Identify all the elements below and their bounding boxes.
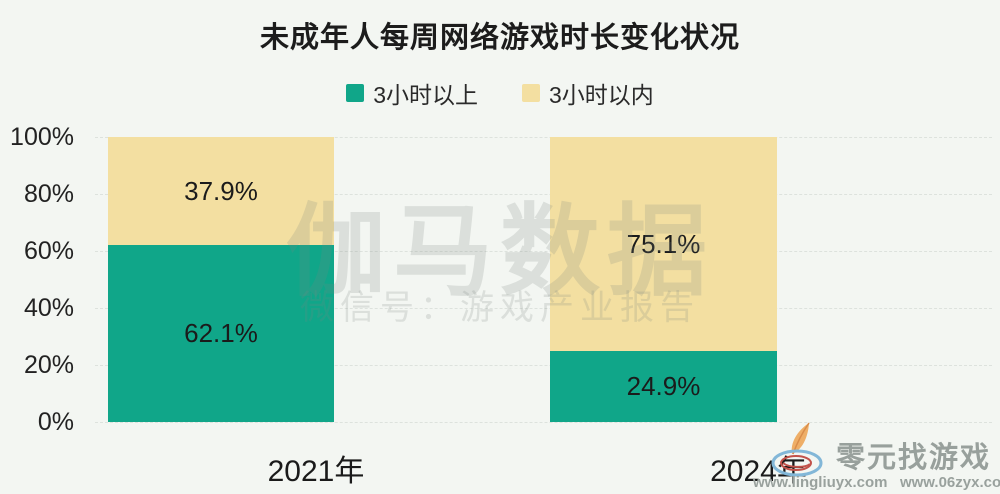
legend-swatch-beige: [522, 84, 540, 102]
gridline-60: [95, 251, 992, 252]
x-label-2021: 2021年: [267, 455, 365, 488]
gridline-100: [95, 137, 992, 138]
legend-item-under-3h: 3小时以内: [522, 76, 654, 110]
x-label-2024: 2024年: [710, 455, 807, 488]
legend-label-over-3h: 3小时以上: [373, 82, 478, 108]
y-tick-80: 80%: [23, 180, 74, 208]
stacked-bar-2021: 37.9% 62.1%: [108, 137, 334, 422]
legend-item-over-3h: 3小时以上: [346, 76, 478, 110]
bar-2021-under-3h-value: 37.9%: [184, 175, 258, 206]
bar-2021-segment-over-3h: 62.1%: [108, 245, 334, 422]
legend-swatch-green: [346, 84, 365, 102]
y-tick-20: 20%: [23, 351, 74, 379]
plot-area: 100% 80% 60% 40% 20% 0% 37.9% 62.1% 75.1…: [0, 123, 1000, 436]
bar-2024-under-3h-value: 75.1%: [626, 228, 701, 259]
bar-2024-over-3h-value: 24.9%: [626, 371, 701, 401]
bar-2021-over-3h-value: 62.1%: [184, 317, 258, 348]
legend-label-under-3h: 3小时以内: [549, 82, 654, 108]
chart-title: 未成年人每周网络游戏时长变化状况: [259, 22, 740, 54]
y-tick-60: 60%: [23, 237, 74, 265]
bar-2024-segment-over-3h: 24.9%: [550, 351, 777, 422]
gridline-20: [95, 365, 992, 366]
stacked-bar-2024: 75.1% 24.9%: [550, 137, 777, 422]
legend: 3小时以上 3小时以内: [0, 76, 1000, 110]
gridline-0: [95, 422, 992, 423]
bar-2024-segment-under-3h: 75.1%: [550, 137, 777, 352]
y-tick-40: 40%: [23, 294, 74, 322]
gridline-80: [95, 194, 992, 195]
y-tick-100: 100%: [10, 123, 74, 151]
y-tick-0: 0%: [37, 408, 74, 436]
bar-2021-segment-under-3h: 37.9%: [108, 137, 334, 245]
gridline-40: [95, 308, 992, 309]
